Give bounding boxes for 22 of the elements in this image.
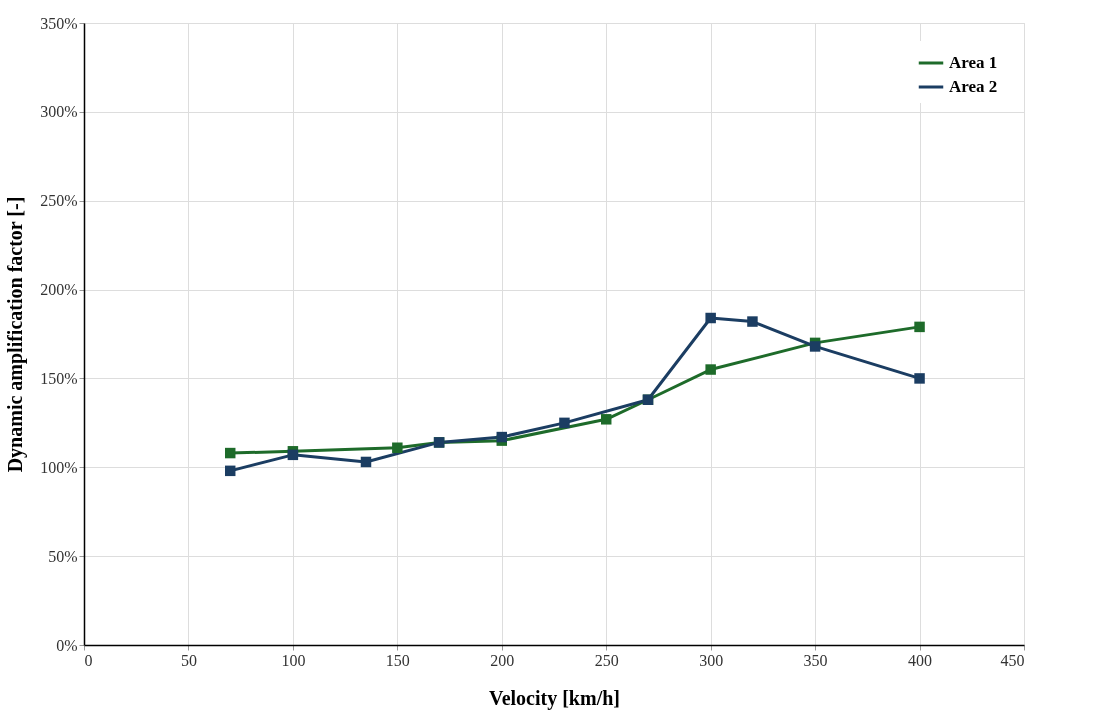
x-tick-label: 0 (84, 651, 93, 669)
x-tick-label: 250 (594, 651, 619, 669)
y-tick-label: 0% (56, 636, 78, 654)
legend-label: Area 2 (949, 77, 998, 96)
y-tick-label: 250% (40, 192, 78, 210)
x-axis-title: Velocity [km/h] (489, 686, 620, 710)
x-tick-label: 200 (490, 651, 515, 669)
y-tick-label: 50% (48, 547, 78, 565)
y-tick-label: 300% (40, 103, 78, 121)
y-tick-label: 350% (40, 14, 78, 32)
y-tick-label: 100% (40, 458, 78, 476)
x-tick-label: 400 (908, 651, 933, 669)
x-tick-label: 300 (699, 651, 724, 669)
y-axis-title: Dynamic amplification factor [-] (4, 196, 28, 473)
y-tick-label: 150% (40, 369, 78, 387)
x-tick-label: 450 (1000, 651, 1025, 669)
x-tick-label: 50 (180, 651, 197, 669)
x-tick-label: 100 (281, 651, 306, 669)
legend-label: Area 1 (949, 53, 998, 72)
y-tick-label: 200% (40, 281, 78, 299)
x-tick-label: 350 (803, 651, 828, 669)
x-tick-label: 150 (385, 651, 410, 669)
